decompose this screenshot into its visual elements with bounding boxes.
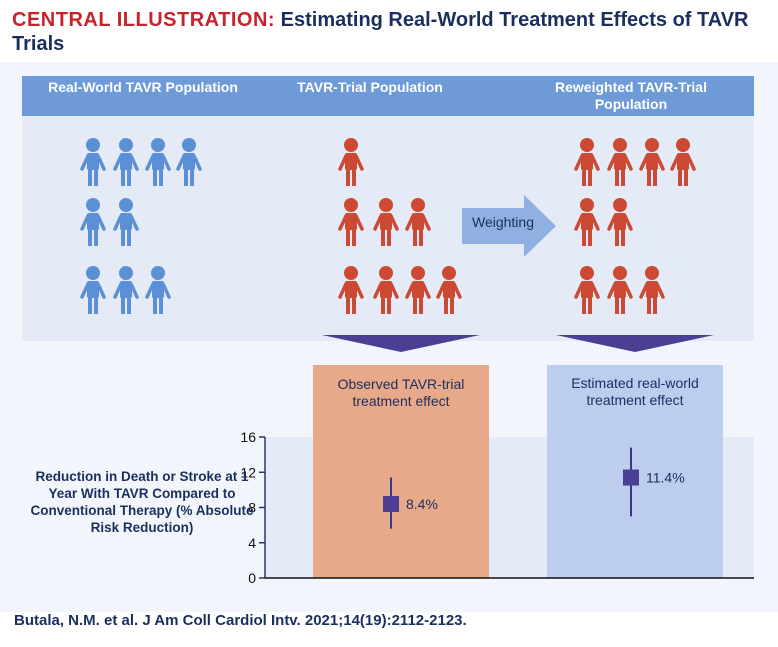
- person-icon: [80, 198, 106, 246]
- y-tick-label: 0: [248, 570, 256, 586]
- person-icon: [113, 138, 139, 186]
- title-text: Estimating Real-World Treatment Effects …: [12, 9, 749, 55]
- estimated-effect-label: Estimated real-world treatment effect: [571, 375, 699, 408]
- person-icon: [436, 266, 462, 314]
- header-band: [22, 76, 754, 116]
- person-icon: [373, 198, 399, 246]
- observed-effect-box: [313, 365, 489, 578]
- person-icon: [405, 198, 431, 246]
- person-icon: [639, 138, 665, 186]
- data-label: 11.4%: [646, 470, 685, 486]
- weighting-arrow: [462, 195, 556, 257]
- person-icon: [80, 138, 106, 186]
- person-icon: [607, 198, 633, 246]
- data-point: [623, 469, 639, 486]
- person-icon: [670, 138, 696, 186]
- person-icon: [607, 266, 633, 314]
- person-icon: [145, 266, 171, 314]
- header-reweighted: Reweighted TAVR-Trial Population: [555, 79, 707, 112]
- observed-effect-label: Observed TAVR-trial treatment effect: [337, 376, 465, 409]
- data-label: 8.4%: [406, 496, 438, 512]
- person-icon: [145, 138, 171, 186]
- person-icon: [338, 198, 364, 246]
- person-icon: [373, 266, 399, 314]
- y-tick-label: 16: [240, 429, 256, 445]
- y-tick-label: 4: [248, 535, 256, 551]
- y-axis-description: Reduction in Death or Stroke at 1 Year W…: [30, 469, 254, 535]
- person-icon: [80, 266, 106, 314]
- person-icon: [338, 266, 364, 314]
- weighting-label: Weighting: [471, 214, 534, 230]
- person-icon: [113, 266, 139, 314]
- header-trial: TAVR-Trial Population: [297, 79, 443, 95]
- y-tick-label: 8: [248, 500, 256, 516]
- page-title: CENTRAL ILLUSTRATION: Estimating Real-Wo…: [12, 8, 772, 56]
- reweighted-funnel-arrow: [556, 335, 714, 352]
- person-icon: [639, 266, 665, 314]
- citation: Butala, N.M. et al. J Am Coll Cardiol In…: [14, 612, 467, 629]
- trial-funnel-arrow: [322, 335, 480, 352]
- person-icon: [574, 266, 600, 314]
- person-icon: [113, 198, 139, 246]
- diagram-graphic: 0 4 8 12 16 8.4% 11.4%: [80, 138, 754, 586]
- person-icon: [405, 266, 431, 314]
- y-tick-label: 12: [240, 464, 256, 480]
- person-icon: [176, 138, 202, 186]
- person-icon: [338, 138, 364, 186]
- header-real-world: Real-World TAVR Population: [48, 79, 238, 95]
- data-point: [383, 495, 399, 512]
- person-icon: [574, 198, 600, 246]
- person-icon: [574, 138, 600, 186]
- title-kicker: CENTRAL ILLUSTRATION:: [12, 9, 276, 31]
- person-icon: [607, 138, 633, 186]
